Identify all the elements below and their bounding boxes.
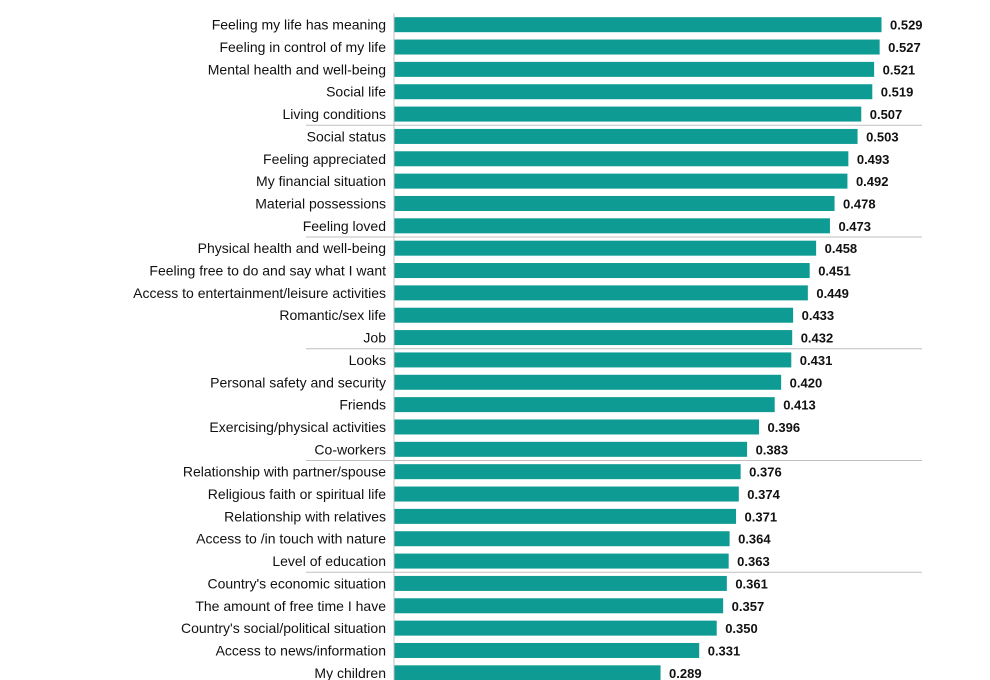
bar (394, 173, 848, 189)
bar (394, 464, 741, 480)
value-label: 0.396 (768, 420, 801, 435)
value-label: 0.364 (738, 532, 771, 547)
category-label: Mental health and well-being (208, 61, 386, 77)
bar (394, 263, 810, 279)
category-label: Material possessions (255, 195, 386, 211)
bar (394, 665, 661, 680)
bar (394, 553, 729, 569)
value-label: 0.478 (843, 196, 876, 211)
category-label: Living conditions (282, 106, 386, 122)
bar (394, 598, 724, 614)
bar (394, 106, 862, 122)
bar (394, 486, 739, 502)
bar (394, 218, 830, 234)
bar (394, 195, 835, 211)
value-label: 0.374 (747, 487, 780, 502)
category-label: Friends (339, 397, 386, 413)
bar (394, 240, 817, 256)
category-label: Job (363, 330, 386, 346)
value-label: 0.451 (818, 264, 851, 279)
category-label: Feeling appreciated (263, 151, 386, 167)
bar (394, 285, 808, 301)
bar (394, 642, 700, 658)
category-label: The amount of free time I have (195, 598, 386, 614)
category-label: Access to news/information (216, 642, 386, 658)
bar (394, 17, 882, 33)
category-label: Level of education (272, 553, 386, 569)
value-label: 0.383 (756, 442, 789, 457)
bar (394, 419, 760, 435)
category-label: Feeling free to do and say what I want (149, 263, 386, 279)
value-label: 0.458 (825, 241, 858, 256)
value-label: 0.521 (883, 62, 916, 77)
value-label: 0.331 (708, 643, 741, 658)
bar (394, 128, 858, 144)
value-label: 0.449 (816, 286, 849, 301)
category-label: Looks (349, 352, 386, 368)
value-label: 0.361 (735, 576, 768, 591)
value-label: 0.363 (737, 554, 770, 569)
category-label: My children (314, 665, 386, 680)
value-label: 0.503 (866, 129, 899, 144)
category-label: Access to /in touch with nature (196, 531, 386, 547)
category-label: My financial situation (256, 173, 386, 189)
value-label: 0.413 (783, 398, 816, 413)
bar (394, 84, 873, 100)
category-label: Religious faith or spiritual life (208, 486, 386, 502)
value-label: 0.473 (838, 219, 871, 234)
value-label: 0.493 (857, 152, 890, 167)
value-label: 0.420 (790, 375, 823, 390)
value-label: 0.376 (749, 465, 782, 480)
category-label: Physical health and well-being (198, 240, 386, 256)
category-label: Relationship with relatives (224, 508, 386, 524)
category-label: Relationship with partner/spouse (183, 464, 386, 480)
bar (394, 307, 794, 323)
bar (394, 352, 792, 368)
bar (394, 39, 880, 55)
category-label: Romantic/sex life (279, 307, 386, 323)
bar (394, 531, 730, 547)
bar (394, 575, 727, 591)
bar (394, 330, 793, 346)
category-label: Access to entertainment/leisure activiti… (133, 285, 386, 301)
bar (394, 374, 782, 390)
value-label: 0.519 (881, 85, 914, 100)
category-label: Exercising/physical activities (209, 419, 386, 435)
category-label: Personal safety and security (210, 374, 386, 390)
category-label: Co-workers (314, 441, 386, 457)
category-label: Feeling in control of my life (219, 39, 386, 55)
value-label: 0.357 (732, 599, 765, 614)
category-label: Feeling my life has meaning (212, 17, 386, 33)
bar (394, 151, 849, 167)
bar (394, 61, 875, 77)
value-label: 0.432 (801, 331, 834, 346)
value-label: 0.529 (890, 18, 923, 33)
bar (394, 508, 737, 524)
bar (394, 397, 775, 413)
bar (394, 620, 717, 636)
value-label: 0.289 (669, 666, 702, 680)
category-label: Feeling loved (303, 218, 386, 234)
value-label: 0.492 (856, 174, 889, 189)
bar (394, 441, 748, 457)
category-label: Social status (307, 128, 386, 144)
value-label: 0.527 (888, 40, 921, 55)
value-label: 0.371 (745, 509, 778, 524)
category-label: Country's economic situation (207, 575, 386, 591)
value-label: 0.350 (725, 621, 758, 636)
value-label: 0.433 (802, 308, 835, 323)
value-label: 0.431 (800, 353, 833, 368)
value-label: 0.507 (870, 107, 903, 122)
category-label: Social life (326, 84, 386, 100)
category-label: Country's social/political situation (181, 620, 386, 636)
